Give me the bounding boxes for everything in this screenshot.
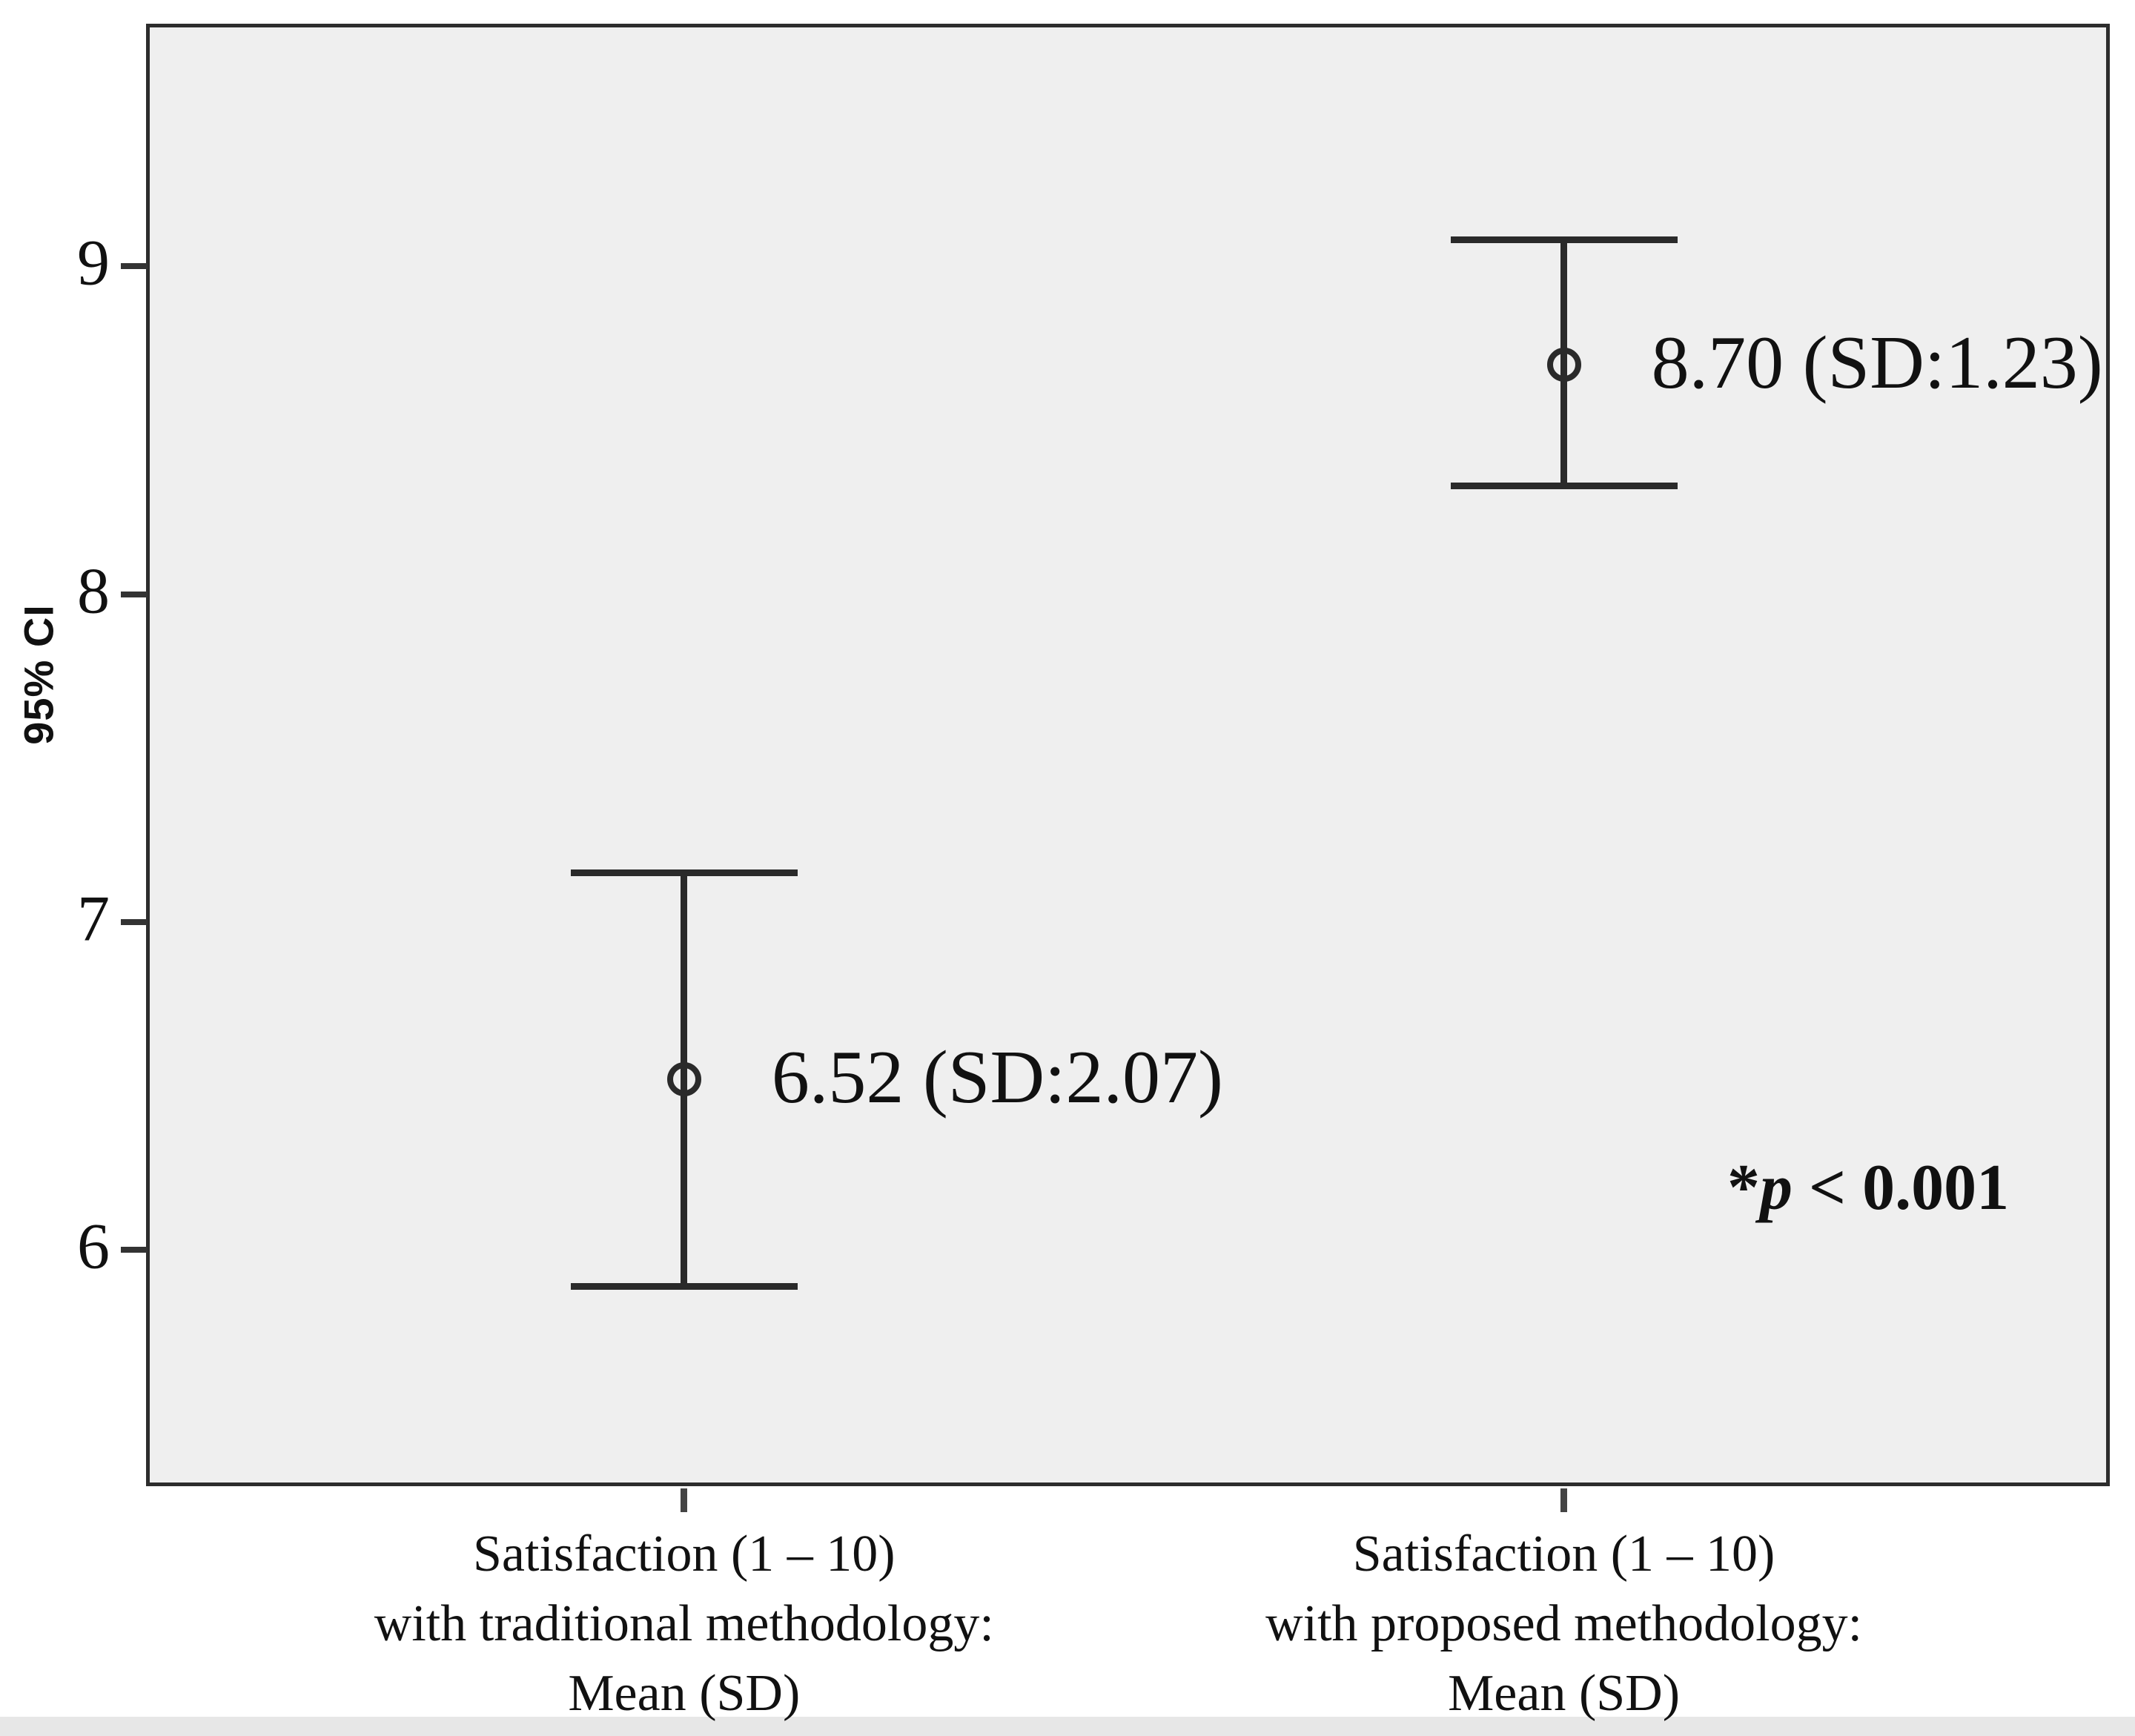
x-tick-mark: [1560, 1488, 1568, 1512]
mean-data-label: 6.52 (SD:2.07): [771, 1036, 1223, 1120]
p-value-annotation: *p < 0.001: [1727, 1150, 2009, 1225]
y-tick-label: 9: [77, 227, 110, 299]
y-tick-label: 6: [77, 1210, 110, 1283]
plot-area: [146, 24, 2110, 1486]
x-category-label-line: Mean (SD): [568, 1664, 801, 1722]
x-category-label-line: Mean (SD): [1448, 1664, 1681, 1722]
x-tick-mark: [681, 1488, 688, 1512]
x-category-label-line: with traditional methodology:: [374, 1594, 994, 1652]
y-axis-title: 95% CI: [15, 604, 62, 745]
significance-star: *: [1727, 1152, 1760, 1224]
mean-marker: [666, 1062, 701, 1097]
errorbar-cap-top: [570, 869, 798, 877]
y-tick-mark: [121, 263, 148, 270]
x-category-label: Satisfaction (1 – 10) with traditional me…: [165, 1520, 1203, 1728]
x-category-label-line: with proposed methodology:: [1265, 1594, 1863, 1652]
y-tick-mark: [121, 1247, 148, 1253]
y-tick-mark: [121, 919, 148, 926]
errorbar-cap-bottom: [570, 1282, 798, 1290]
bottom-strip: [0, 1717, 2135, 1736]
x-category-label-line: Satisfaction (1 – 10): [473, 1525, 896, 1583]
errorbar-cap-bottom: [1450, 483, 1678, 490]
y-tick-mark: [121, 591, 148, 597]
mean-data-label: 8.70 (SD:1.23): [1651, 321, 2103, 405]
p-symbol: p: [1760, 1152, 1793, 1224]
mean-marker: [1546, 348, 1581, 382]
x-category-label-line: Satisfaction (1 – 10): [1352, 1525, 1775, 1583]
p-threshold: < 0.001: [1793, 1152, 2010, 1224]
errorbar-cap-top: [1450, 236, 1678, 244]
y-tick-label: 8: [77, 555, 110, 628]
x-category-label: Satisfaction (1 – 10) with proposed metho…: [1045, 1520, 2083, 1728]
y-tick-label: 7: [77, 883, 110, 955]
